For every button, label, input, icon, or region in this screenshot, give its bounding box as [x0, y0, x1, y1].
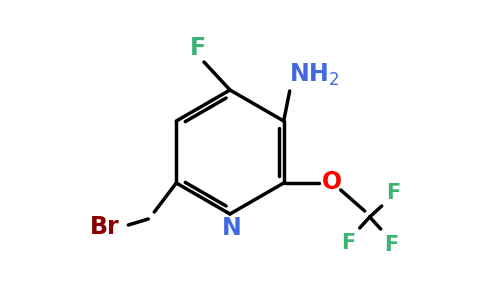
Text: NH$_2$: NH$_2$	[288, 62, 339, 88]
Text: F: F	[342, 233, 356, 253]
Text: F: F	[385, 235, 399, 255]
Text: F: F	[190, 36, 206, 60]
Text: N: N	[222, 216, 242, 240]
Text: Br: Br	[90, 215, 119, 239]
Text: O: O	[322, 170, 342, 194]
Text: F: F	[387, 183, 401, 203]
